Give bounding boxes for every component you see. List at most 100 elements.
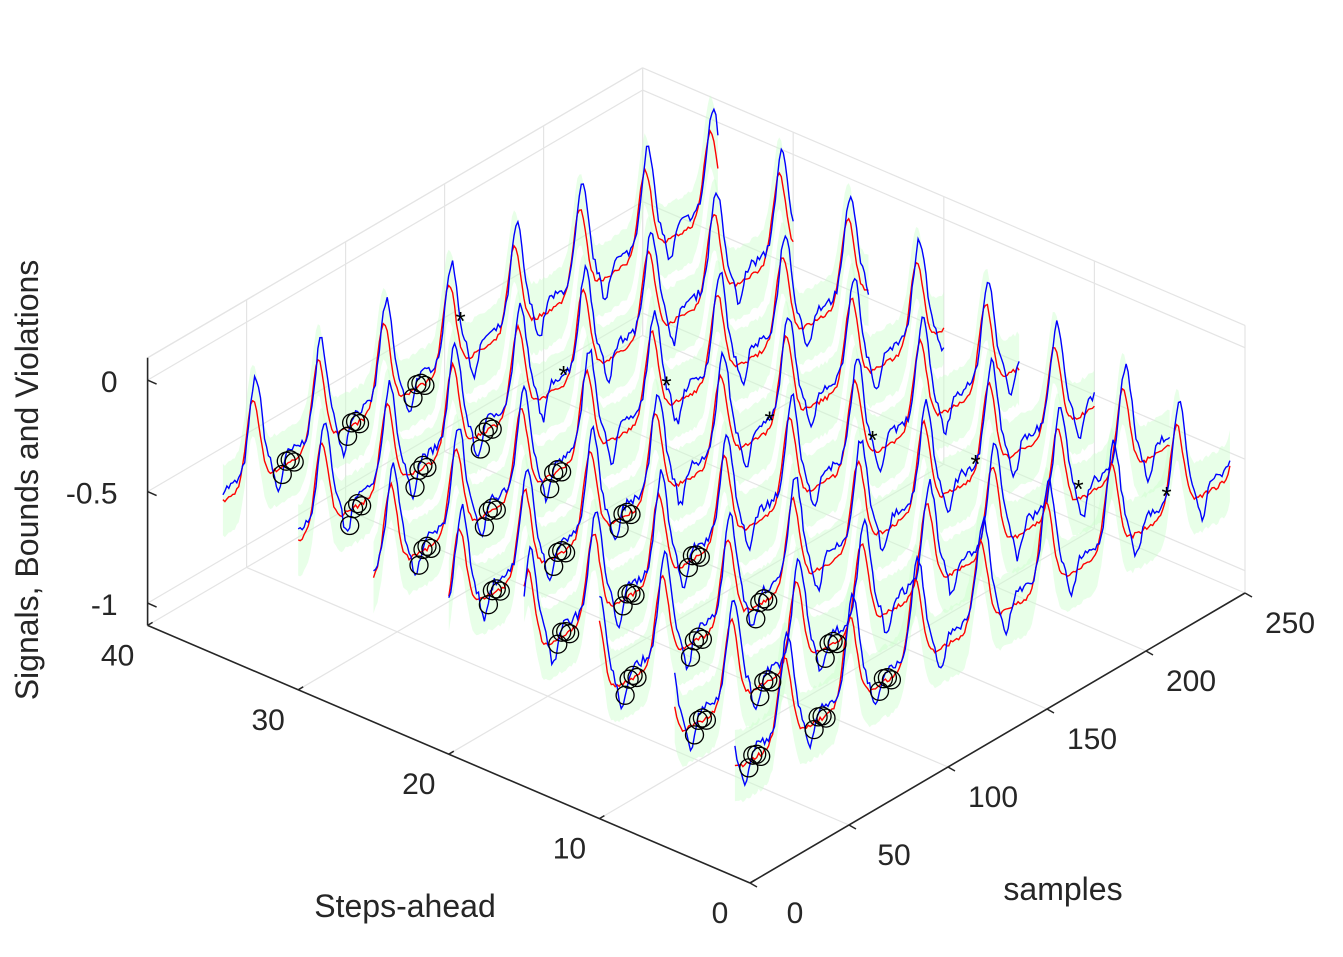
violation-circle (544, 556, 564, 577)
violation-circle (417, 536, 437, 556)
violation-circle (688, 627, 709, 647)
violation-circle (403, 388, 423, 408)
z-axis-label: Signals, Bounds and Violations (9, 260, 45, 701)
x-tick (599, 814, 605, 820)
violation-circle (758, 591, 778, 611)
violation-asterisk: * (1074, 474, 1084, 504)
signal-line (373, 194, 870, 577)
violation-asterisk: * (1162, 481, 1172, 511)
violation-circle (284, 452, 304, 472)
grid-line (543, 392, 1147, 652)
violation-circle (619, 669, 639, 689)
y-tick-label: 50 (877, 839, 910, 872)
violation-circle (827, 633, 847, 654)
y-tick-label: 250 (1265, 607, 1315, 640)
violation-circle (347, 493, 368, 514)
signal-line (222, 107, 719, 496)
confidence-bounds (222, 95, 1230, 803)
violation-circle (812, 706, 832, 726)
x-tick (147, 621, 153, 627)
violation-asterisk: * (558, 360, 568, 390)
violation-circle (823, 631, 843, 652)
violation-circle (540, 479, 560, 499)
violation-circle (417, 457, 437, 478)
violation-circle (478, 417, 498, 437)
violation-circle (548, 542, 568, 563)
violation-circle (482, 581, 503, 601)
violation-circle (411, 373, 431, 393)
violation-circle (552, 541, 572, 561)
violation-asterisk: * (868, 425, 878, 455)
y-tick (1145, 650, 1154, 656)
violation-circle (482, 419, 502, 439)
violation-circle (486, 500, 506, 520)
violation-circle (413, 539, 433, 560)
grid-line (147, 67, 643, 359)
violation-asterisk: * (971, 449, 981, 479)
violation-circle (758, 670, 778, 690)
violation-circle (474, 517, 495, 537)
violation-circle (613, 504, 633, 524)
grid-line (642, 67, 1246, 326)
grid-line (642, 89, 1246, 349)
violation-circle (617, 502, 637, 523)
violation-circle (692, 708, 713, 728)
grid-line (642, 201, 1246, 460)
bound-band (524, 268, 1020, 681)
violation-circle (747, 744, 767, 764)
violation-circle (486, 579, 506, 599)
violation-circle (815, 648, 835, 668)
violation-circle (345, 411, 366, 432)
tick-labels: 0 10 20 30 40 0 50 100 150 200 250 -1 -0.5 0 (66, 366, 1315, 930)
z-tick (147, 379, 157, 385)
grid-line (599, 528, 1095, 820)
x-tick (297, 686, 304, 691)
bound-band (373, 183, 869, 614)
y-tick-label: 100 (968, 781, 1018, 814)
prediction-line (448, 261, 945, 601)
z-tick-label: -1 (91, 589, 118, 622)
y-tick (947, 766, 956, 772)
grid-line (297, 399, 794, 691)
violation-circle (750, 686, 770, 707)
x-tick (749, 879, 756, 884)
violation-circle (415, 375, 435, 396)
y-tick (848, 824, 857, 830)
x-tick (448, 750, 455, 755)
y-axis-line (749, 592, 1246, 884)
grid-line (246, 566, 850, 826)
x-tick-label: 30 (252, 704, 285, 737)
violation-circle (615, 685, 635, 705)
signal-line (599, 320, 1096, 711)
x-tick-label: 10 (553, 833, 586, 866)
violation-circle (692, 629, 713, 649)
violation-circle (559, 624, 580, 644)
prediction-line (372, 217, 869, 578)
violation-circle (409, 555, 429, 575)
y-axis-label: samples (1003, 871, 1122, 907)
bound-band (674, 353, 1170, 767)
violation-circle (272, 464, 292, 485)
grid-line (448, 463, 945, 755)
violation-circle (751, 746, 771, 767)
y-tick-label: 150 (1067, 723, 1117, 756)
x-tick-label: 0 (712, 897, 729, 930)
violation-circle (816, 708, 836, 728)
violation-markers: * * * * * * * * (272, 306, 1172, 778)
prediction-line (523, 303, 1020, 646)
violation-circle (482, 498, 502, 518)
grid-line (147, 201, 643, 493)
violation-circle (544, 463, 564, 483)
bound-band (298, 137, 794, 577)
violation-circle (621, 583, 641, 603)
z-tick-label: -0.5 (66, 478, 118, 511)
violation-asterisk: * (765, 405, 775, 435)
violation-circle (750, 592, 770, 613)
axes (146, 357, 1253, 888)
y-tick-label: 0 (787, 897, 804, 930)
violation-circle (547, 460, 568, 480)
violation-circle (754, 672, 774, 692)
violation-circle (680, 647, 701, 667)
violation-circle (337, 426, 358, 446)
violation-circle (349, 414, 370, 434)
